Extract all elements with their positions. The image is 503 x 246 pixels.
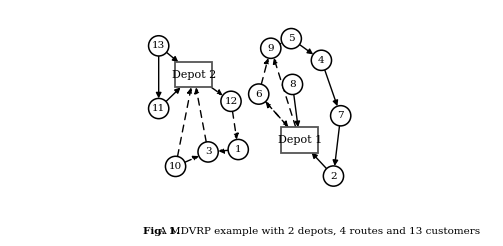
Circle shape xyxy=(248,84,269,104)
Circle shape xyxy=(148,98,169,119)
Text: 9: 9 xyxy=(268,44,274,53)
FancyBboxPatch shape xyxy=(281,127,318,153)
Text: 11: 11 xyxy=(152,104,165,113)
Text: A MDVRP example with 2 depots, 4 routes and 13 customers: A MDVRP example with 2 depots, 4 routes … xyxy=(156,227,480,236)
Circle shape xyxy=(228,139,248,160)
Circle shape xyxy=(221,91,241,111)
Circle shape xyxy=(148,36,169,56)
Text: 3: 3 xyxy=(205,147,211,156)
Text: 4: 4 xyxy=(318,56,325,65)
Circle shape xyxy=(281,29,301,49)
Text: 13: 13 xyxy=(152,41,165,50)
Text: 2: 2 xyxy=(330,171,337,181)
Circle shape xyxy=(282,74,303,94)
Text: 10: 10 xyxy=(169,162,182,171)
Text: 6: 6 xyxy=(256,90,262,99)
Circle shape xyxy=(323,166,344,186)
Text: 8: 8 xyxy=(289,80,296,89)
Circle shape xyxy=(198,142,218,162)
Circle shape xyxy=(330,106,351,126)
Text: 12: 12 xyxy=(224,97,237,106)
Circle shape xyxy=(311,50,331,70)
Text: Depot 1: Depot 1 xyxy=(278,135,322,145)
Circle shape xyxy=(261,38,281,58)
Text: 1: 1 xyxy=(235,145,241,154)
Text: 7: 7 xyxy=(338,111,344,120)
Circle shape xyxy=(165,156,186,177)
FancyBboxPatch shape xyxy=(175,62,212,87)
Text: Fig. 1.: Fig. 1. xyxy=(143,227,180,236)
Text: 5: 5 xyxy=(288,34,295,43)
Text: Depot 2: Depot 2 xyxy=(172,70,216,80)
